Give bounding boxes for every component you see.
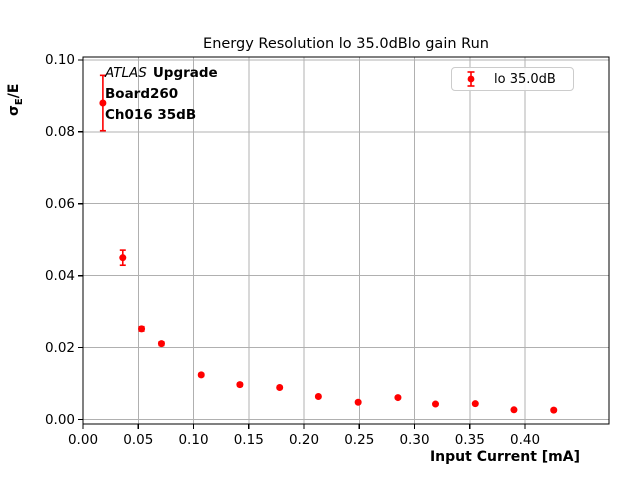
x-tick-label: 0.30 — [399, 432, 430, 448]
y-tick-label: 0.04 — [44, 267, 75, 284]
y-axis-label-sigma: σ — [6, 105, 22, 116]
x-tick-label: 0.10 — [178, 432, 209, 448]
annotation-atlas: ATLAS — [105, 65, 147, 81]
legend: lo 35.0dB — [451, 67, 574, 91]
x-tick-label: 0.20 — [288, 432, 320, 448]
x-tick-label: 0.15 — [233, 432, 264, 448]
annotation-line-2: Board260 — [105, 86, 179, 102]
x-tick-label: 0.25 — [344, 432, 375, 448]
y-axis-label: σE/E — [6, 84, 25, 116]
y-tick-label: 0.06 — [44, 195, 75, 212]
x-tick-label: 0.40 — [509, 432, 541, 448]
x-axis-label: Input Current [mA] — [429, 449, 580, 465]
annotation-block: ATLAS Upgrade Board260 Ch016 35dB — [105, 63, 218, 126]
y-tick-label: 0.08 — [44, 123, 75, 140]
legend-label: lo 35.0dB — [494, 71, 556, 87]
annotation-line-3: Ch016 35dB — [105, 107, 197, 123]
y-tick-label: 0.00 — [44, 411, 75, 428]
annotation-line-1: ATLAS Upgrade — [105, 63, 218, 84]
y-axis-label-rest: /E — [6, 83, 22, 99]
errorbar-marker-icon — [467, 71, 475, 87]
annotation-upgrade: Upgrade — [152, 65, 218, 81]
x-tick-label: 0.00 — [67, 432, 99, 448]
y-axis-label-subscript: E — [13, 98, 25, 106]
chart-title: Energy Resolution lo 35.0dBlo gain Run — [203, 36, 489, 52]
x-tick-label: 0.05 — [123, 432, 154, 448]
y-tick-label: 0.02 — [44, 339, 75, 356]
x-tick-label: 0.35 — [454, 432, 485, 448]
y-tick-label: 0.10 — [44, 51, 75, 68]
